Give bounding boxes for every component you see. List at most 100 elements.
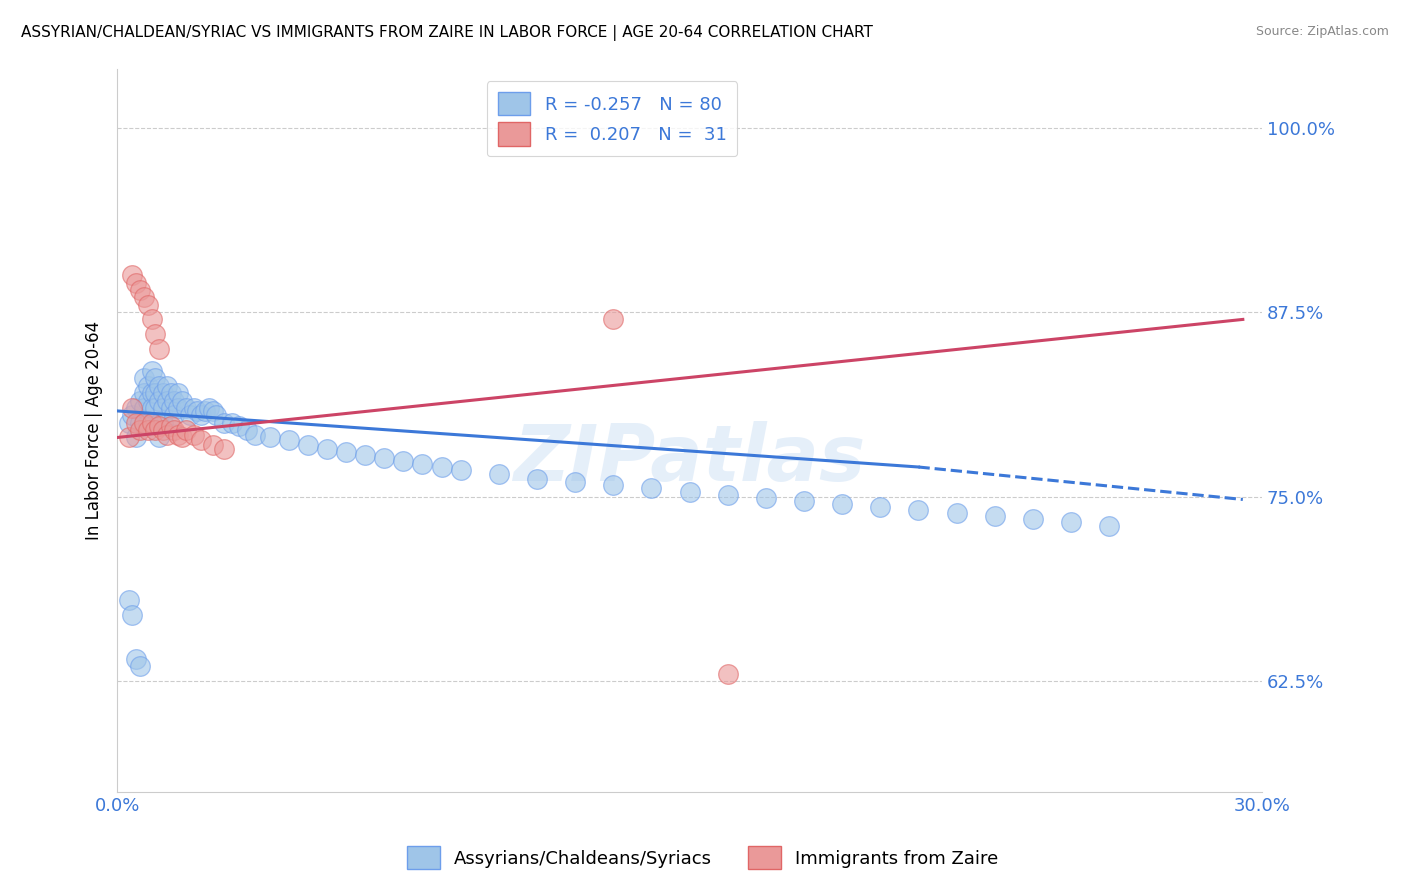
Point (136, 379, 159, 393)
Point (907, 503, 929, 517)
Point (129, 393, 152, 408)
Point (143, 423, 166, 437)
Point (136, 423, 159, 437)
Point (243, 427, 266, 442)
Point (141, 364, 163, 378)
Point (159, 401, 181, 415)
Point (148, 430, 170, 444)
Point (117, 592, 139, 607)
Point (197, 401, 219, 415)
Point (316, 442, 339, 457)
Point (297, 438, 319, 452)
Point (335, 445, 357, 459)
Point (143, 327, 166, 342)
Legend: Assyrians/Chaldeans/Syriacs, Immigrants from Zaire: Assyrians/Chaldeans/Syriacs, Immigrants … (398, 838, 1008, 879)
Point (201, 438, 224, 452)
Point (148, 418, 170, 433)
Point (755, 491, 778, 505)
Point (167, 401, 190, 415)
Point (143, 386, 166, 401)
Point (170, 430, 193, 444)
Point (132, 371, 155, 385)
Point (148, 379, 170, 393)
Point (121, 401, 143, 415)
Point (430, 460, 453, 475)
Point (152, 423, 174, 437)
Point (411, 457, 433, 471)
Point (125, 401, 148, 415)
Point (228, 418, 250, 433)
Point (167, 427, 190, 442)
Point (183, 401, 205, 415)
Point (156, 427, 179, 442)
Y-axis label: In Labor Force | Age 20-64: In Labor Force | Age 20-64 (86, 320, 103, 540)
Point (141, 386, 163, 401)
Point (143, 371, 166, 385)
Point (984, 508, 1007, 523)
Point (236, 423, 259, 437)
Point (212, 416, 235, 430)
Point (129, 283, 152, 297)
Text: ASSYRIAN/CHALDEAN/SYRIAC VS IMMIGRANTS FROM ZAIRE IN LABOR FORCE | AGE 20-64 COR: ASSYRIAN/CHALDEAN/SYRIAC VS IMMIGRANTS F… (21, 25, 873, 41)
Point (132, 386, 155, 401)
Point (564, 475, 586, 489)
Point (141, 416, 163, 430)
Point (640, 481, 662, 495)
Point (156, 379, 179, 393)
Point (141, 312, 163, 326)
Point (717, 488, 740, 502)
Point (190, 434, 212, 448)
Point (136, 393, 159, 408)
Point (205, 409, 228, 423)
Point (121, 409, 143, 423)
Point (132, 416, 155, 430)
Point (152, 416, 174, 430)
Point (212, 442, 235, 457)
Point (526, 472, 548, 486)
Point (125, 416, 148, 430)
Point (156, 393, 179, 408)
Point (277, 434, 299, 448)
Point (602, 312, 624, 326)
Point (1098, 519, 1121, 533)
Point (152, 386, 174, 401)
Point (259, 430, 281, 444)
Point (129, 416, 152, 430)
Point (602, 477, 624, 491)
Point (174, 423, 197, 437)
Point (170, 393, 193, 408)
Point (159, 418, 181, 433)
Point (488, 467, 510, 482)
Point (132, 401, 155, 415)
Point (117, 430, 139, 444)
Point (183, 427, 205, 442)
Point (186, 404, 208, 418)
Text: ZIPatlas: ZIPatlas (513, 421, 866, 497)
Point (143, 401, 166, 415)
Point (174, 401, 197, 415)
Point (831, 497, 853, 511)
Point (392, 454, 415, 468)
Text: Source: ZipAtlas.com: Source: ZipAtlas.com (1256, 25, 1389, 38)
Point (125, 430, 148, 444)
Point (167, 386, 190, 401)
Point (141, 401, 163, 415)
Point (148, 416, 170, 430)
Point (659, 858, 682, 872)
Point (125, 652, 148, 666)
Point (201, 404, 224, 418)
Point (129, 423, 152, 437)
Point (148, 393, 170, 408)
Point (793, 494, 815, 508)
Legend: R = -0.257   N = 80, R =  0.207   N =  31: R = -0.257 N = 80, R = 0.207 N = 31 (486, 81, 737, 156)
Point (117, 416, 139, 430)
Point (945, 506, 967, 520)
Point (373, 451, 395, 466)
Point (1060, 515, 1083, 529)
Point (129, 659, 152, 673)
Point (163, 409, 186, 423)
Point (121, 268, 143, 282)
Point (354, 448, 377, 462)
Point (450, 463, 472, 477)
Point (132, 290, 155, 304)
